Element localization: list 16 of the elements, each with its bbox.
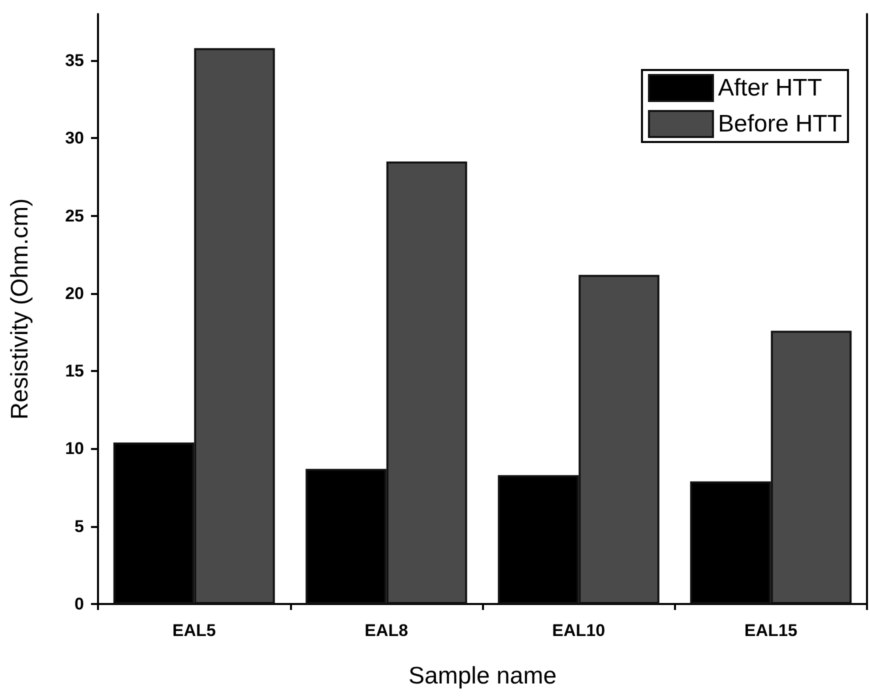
y-tick-label: 5 (74, 516, 84, 536)
y-tick-label: 30 (65, 128, 84, 148)
y-tick-label: 25 (65, 206, 84, 226)
y-tick-label: 20 (65, 284, 84, 303)
legend-label: After HTT (718, 74, 822, 102)
x-tick-label: EAL10 (552, 621, 606, 640)
y-tick-label: 0 (74, 594, 84, 614)
legend-label: Before HTT (718, 110, 842, 138)
x-tick-label: EAL15 (744, 621, 798, 640)
y-tick-label: 10 (65, 439, 84, 458)
x-tick-label: EAL8 (364, 621, 408, 640)
x-tick-label: EAL5 (172, 621, 216, 640)
y-axis-title: Resistivity (Ohm.cm) (6, 198, 34, 420)
y-tick-label: 35 (65, 51, 84, 70)
x-axis-title: Sample name (408, 662, 557, 690)
y-tick-label: 15 (65, 362, 84, 381)
